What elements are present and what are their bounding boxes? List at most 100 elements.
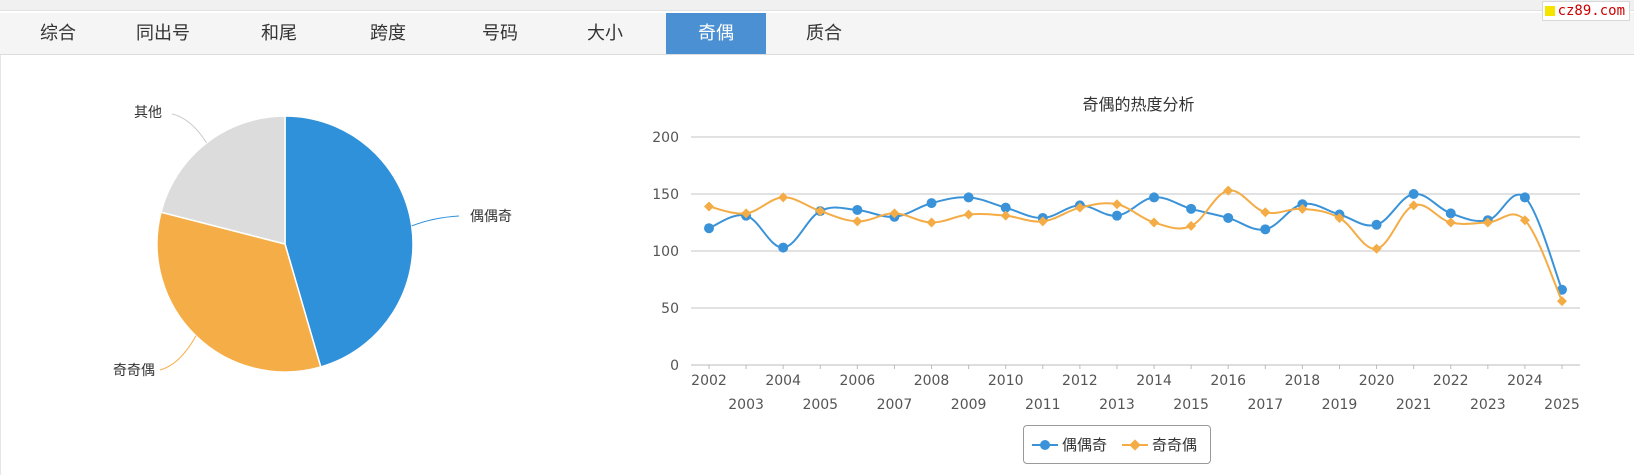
- y-tick-label: 150: [652, 187, 679, 203]
- tab-haoma[interactable]: 号码: [482, 23, 518, 44]
- pie-connector: [159, 335, 197, 371]
- y-tick-label: 50: [661, 301, 679, 317]
- data-point: [1297, 203, 1308, 214]
- data-point: [1260, 224, 1271, 235]
- data-point: [1223, 212, 1234, 223]
- pie-label: 偶偶奇: [470, 208, 512, 225]
- x-tick-label: 2003: [728, 397, 764, 413]
- data-point: [926, 217, 937, 228]
- data-point: [963, 192, 974, 203]
- x-tick-label: 2016: [1210, 373, 1246, 389]
- x-tick-label: 2018: [1285, 373, 1321, 389]
- x-tick-label: 2023: [1470, 397, 1506, 413]
- chart-title: 奇偶的热度分析: [1082, 95, 1194, 114]
- data-point: [1519, 215, 1530, 226]
- pie-connector: [411, 215, 460, 227]
- tab-kuadu[interactable]: 跨度: [370, 23, 406, 44]
- site-logo[interactable]: cz89.com: [1541, 1, 1630, 21]
- top-strip: [0, 0, 1634, 11]
- x-tick-label: 2019: [1322, 397, 1358, 413]
- x-tick-label: 2008: [914, 373, 950, 389]
- x-tick-label: 2021: [1396, 397, 1432, 413]
- data-point: [1371, 243, 1382, 254]
- data-point: [1186, 220, 1197, 231]
- pie-slice: [156, 211, 322, 373]
- data-point: [1445, 217, 1456, 228]
- data-point: [778, 192, 789, 203]
- pie-slice: [284, 115, 414, 368]
- data-point: [1557, 296, 1567, 307]
- legend-item-series1[interactable]: 偶偶奇: [1032, 426, 1107, 463]
- series-line: [708, 192, 1563, 291]
- x-tick-label: 2009: [951, 397, 987, 413]
- tab-zonghe[interactable]: 综合: [40, 23, 76, 44]
- data-point: [1445, 208, 1456, 219]
- x-tick-label: 2020: [1359, 373, 1395, 389]
- y-tick-label: 200: [652, 130, 679, 146]
- data-point: [963, 209, 974, 220]
- tab-daxiao[interactable]: 大小: [587, 23, 623, 44]
- data-point: [1074, 202, 1085, 213]
- logo-square-icon: [1544, 6, 1555, 16]
- data-point: [1408, 189, 1419, 199]
- data-point: [1334, 212, 1345, 223]
- pie-connector: [171, 113, 207, 144]
- data-point: [852, 216, 863, 227]
- x-tick-label: 2007: [877, 397, 913, 413]
- data-point: [889, 208, 900, 219]
- data-point: [1149, 192, 1160, 203]
- legend-diamond-icon: [1122, 438, 1148, 452]
- x-tick-label: 2022: [1433, 373, 1469, 389]
- chart-legend: 偶偶奇 奇奇偶: [1023, 425, 1211, 464]
- y-tick-label: 0: [670, 358, 679, 374]
- x-tick-label: 2005: [802, 397, 838, 413]
- x-tick-label: 2014: [1136, 373, 1172, 389]
- data-point: [1519, 192, 1530, 203]
- data-point: [778, 242, 789, 253]
- data-point: [1000, 202, 1011, 213]
- x-tick-label: 2002: [691, 373, 727, 389]
- tab-jiou[interactable]: 奇偶: [666, 13, 766, 54]
- data-point: [1000, 210, 1011, 221]
- y-tick-label: 100: [652, 244, 679, 260]
- data-point: [1037, 216, 1048, 227]
- x-tick-label: 2006: [840, 373, 876, 389]
- data-point: [1408, 200, 1419, 211]
- data-point: [1111, 210, 1122, 221]
- x-tick-label: 2012: [1062, 373, 1098, 389]
- x-tick-label: 2017: [1247, 397, 1283, 413]
- x-tick-label: 2011: [1025, 397, 1061, 413]
- data-point: [1111, 199, 1122, 210]
- legend-label-series1: 偶偶奇: [1062, 436, 1108, 454]
- tab-hewei[interactable]: 和尾: [261, 23, 297, 44]
- pie-label: 其他: [134, 105, 162, 121]
- data-point: [1482, 217, 1493, 228]
- data-point: [852, 204, 863, 215]
- legend-label-series2: 奇奇偶: [1152, 436, 1198, 454]
- data-point: [1223, 185, 1234, 196]
- x-tick-label: 2004: [765, 373, 801, 389]
- x-tick-label: 2010: [988, 373, 1024, 389]
- x-tick-label: 2015: [1173, 397, 1209, 413]
- data-point: [1260, 207, 1271, 218]
- data-point: [815, 206, 826, 217]
- x-tick-label: 2024: [1507, 373, 1543, 389]
- data-point: [704, 223, 714, 234]
- tab-zhihe[interactable]: 质合: [806, 23, 842, 44]
- data-point: [926, 198, 937, 209]
- data-point: [1371, 219, 1382, 230]
- legend-circle-icon: [1032, 438, 1058, 452]
- pie-label: 奇奇偶: [113, 362, 155, 379]
- logo-text: cz89.com: [1557, 3, 1625, 19]
- data-point: [1186, 203, 1197, 214]
- data-point: [704, 201, 714, 212]
- x-tick-label: 2025: [1544, 397, 1580, 413]
- x-tick-label: 2013: [1099, 397, 1135, 413]
- legend-item-series2[interactable]: 奇奇偶: [1122, 426, 1197, 463]
- data-point: [1149, 217, 1160, 228]
- data-point: [1557, 284, 1567, 295]
- tab-bar: 综合 同出号 和尾 跨度 号码 大小 奇偶 质合: [0, 13, 1634, 55]
- tab-tongchuhao[interactable]: 同出号: [136, 23, 190, 44]
